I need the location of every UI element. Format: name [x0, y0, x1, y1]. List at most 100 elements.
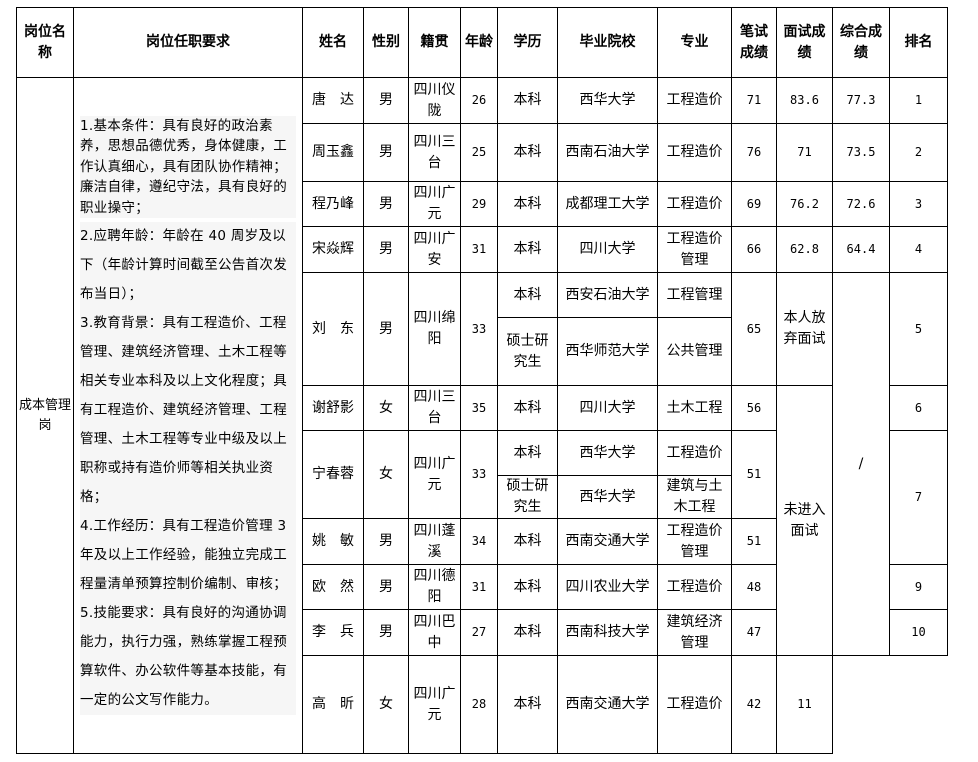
written-score: 47	[731, 609, 777, 656]
requirement-item: 2.应聘年龄：年龄在 40 周岁及以下（年龄计算时间截至公告首次发布当日）；	[80, 222, 296, 310]
rank: 10	[889, 609, 948, 656]
candidate-school: 西南科技大学	[557, 609, 658, 656]
candidate-gender: 男	[363, 123, 409, 182]
rank: 3	[889, 181, 948, 227]
candidate-education: 本科	[497, 272, 558, 318]
written-score: 65	[731, 272, 777, 386]
candidate-age: 27	[460, 609, 498, 656]
candidate-school: 四川农业大学	[557, 564, 658, 610]
candidate-name: 宋焱辉	[302, 226, 364, 273]
header-rank: 排名	[889, 7, 948, 78]
requirement-item: 4.工作经历：具有工程造价管理 3 年及以上工作经验，能独立完成工程量清单预算控…	[80, 512, 296, 600]
candidate-gender: 男	[363, 272, 409, 386]
header-position: 岗位名称	[16, 7, 74, 78]
candidate-name: 唐 达	[302, 77, 364, 124]
candidate-gender: 女	[363, 430, 409, 519]
interview-score: 62.8	[776, 226, 833, 273]
rank: 9	[889, 564, 948, 610]
header-name: 姓名	[302, 7, 364, 78]
written-score: 76	[731, 123, 777, 182]
candidate-major: 建筑经济管理	[657, 609, 732, 656]
written-score: 51	[731, 430, 777, 519]
candidate-education: 硕士研究生	[497, 317, 558, 386]
header-composite: 综合成绩	[832, 7, 890, 78]
candidate-age: 34	[460, 518, 498, 565]
table-row: 刘 东男四川绵阳 33 本科 西安石油大学 工程管理 65 本人放弃面试/5	[17, 272, 948, 656]
rank: 5	[889, 272, 948, 386]
candidate-school: 四川大学	[557, 226, 658, 273]
candidate-name: 李 兵	[302, 609, 364, 656]
candidate-origin: 四川广安	[408, 226, 461, 273]
candidate-age: 25	[460, 123, 498, 182]
candidate-major: 工程造价管理	[657, 226, 732, 273]
candidate-major: 公共管理	[657, 317, 732, 386]
candidate-name: 周玉鑫	[302, 123, 364, 182]
table-row: 程乃峰男四川广元 29 本科 成都理工大学 工程造价 69 76.2 72.6 3	[17, 181, 948, 227]
rank: 1	[889, 77, 948, 124]
candidate-name: 刘 东	[302, 272, 364, 386]
candidate-major: 土木工程	[657, 385, 732, 431]
candidate-age: 26	[460, 77, 498, 124]
rank: 2	[889, 123, 948, 182]
candidate-name: 欧 然	[302, 564, 364, 610]
interview-score: 83.6	[776, 77, 833, 124]
candidate-education: 本科	[497, 77, 558, 124]
table-row: 成本管理岗 1.基本条件：具有良好的政治素养，思想品德优秀，身体健康，工作认真细心…	[16, 77, 948, 754]
candidate-education: 本科	[497, 564, 558, 610]
candidate-education: 本科	[497, 518, 558, 565]
candidate-origin: 四川广元	[408, 655, 461, 754]
table-row: 高 昕女四川广元 28 本科 西南交通大学 工程造价 42 11	[17, 655, 948, 754]
candidate-name: 高 昕	[302, 655, 364, 754]
candidate-name: 姚 敏	[302, 518, 364, 565]
candidate-gender: 女	[363, 655, 409, 754]
candidate-education: 本科	[497, 226, 558, 273]
candidate-age: 28	[460, 655, 498, 754]
header-major: 专业	[657, 7, 732, 78]
candidate-major: 工程造价	[657, 181, 732, 227]
table-row: 硕士研究生 西华师范大学 公共管理	[17, 317, 948, 386]
candidate-school: 成都理工大学	[557, 181, 658, 227]
interview-score: 76.2	[776, 181, 833, 227]
written-score: 42	[731, 655, 777, 754]
rank: 6	[889, 385, 948, 431]
candidate-gender: 男	[363, 609, 409, 656]
candidate-school: 西南交通大学	[557, 518, 658, 565]
header-interview: 面试成绩	[776, 7, 833, 78]
candidate-school: 西南交通大学	[557, 655, 658, 754]
rank: 11	[776, 655, 833, 754]
candidate-origin: 四川绵阳	[408, 272, 461, 386]
candidate-education: 本科	[497, 123, 558, 182]
written-score: 48	[731, 564, 777, 610]
candidate-age: 31	[460, 564, 498, 610]
written-score: 66	[731, 226, 777, 273]
candidate-gender: 男	[363, 181, 409, 227]
header-age: 年龄	[460, 7, 498, 78]
interview-not-entered: 未进入面试	[776, 385, 833, 656]
candidate-major: 工程造价	[657, 430, 732, 476]
candidate-major: 工程造价管理	[657, 518, 732, 565]
candidate-school: 西华大学	[557, 475, 658, 519]
written-score: 71	[731, 77, 777, 124]
candidate-age: 31	[460, 226, 498, 273]
table-row: 宁春蓉女四川广元 33 本科 西华大学 工程造价 51 7	[17, 430, 948, 565]
rank: 4	[889, 226, 948, 273]
candidate-major: 工程管理	[657, 272, 732, 318]
candidate-school: 西安石油大学	[557, 272, 658, 318]
header-origin: 籍贯	[408, 7, 461, 78]
candidate-age: 29	[460, 181, 498, 227]
candidate-school: 西南石油大学	[557, 123, 658, 182]
candidate-major: 工程造价	[657, 123, 732, 182]
header-row: 岗位名称 岗位任职要求 姓名 性别 籍贯 年龄 学历 毕业院校 专业 笔试成绩 …	[16, 7, 948, 78]
header-requirements: 岗位任职要求	[73, 7, 303, 78]
header-school: 毕业院校	[557, 7, 658, 78]
candidate-origin: 四川广元	[408, 430, 461, 519]
written-score: 51	[731, 518, 777, 565]
candidate-name: 谢舒影	[302, 385, 364, 431]
table-row: 姚 敏男四川蓬溪 34 本科 西南交通大学 工程造价管理 51	[17, 518, 948, 565]
table-row: 周玉鑫男四川三台 25 本科 西南石油大学 工程造价 76 71 73.5 2	[17, 123, 948, 182]
composite-score: 73.5	[832, 123, 890, 182]
candidate-education: 本科	[497, 655, 558, 754]
table-row: 谢舒影女四川三台 35 本科 四川大学 土木工程 56 未进入面试 6	[17, 385, 948, 656]
candidate-gender: 男	[363, 226, 409, 273]
header-gender: 性别	[363, 7, 409, 78]
